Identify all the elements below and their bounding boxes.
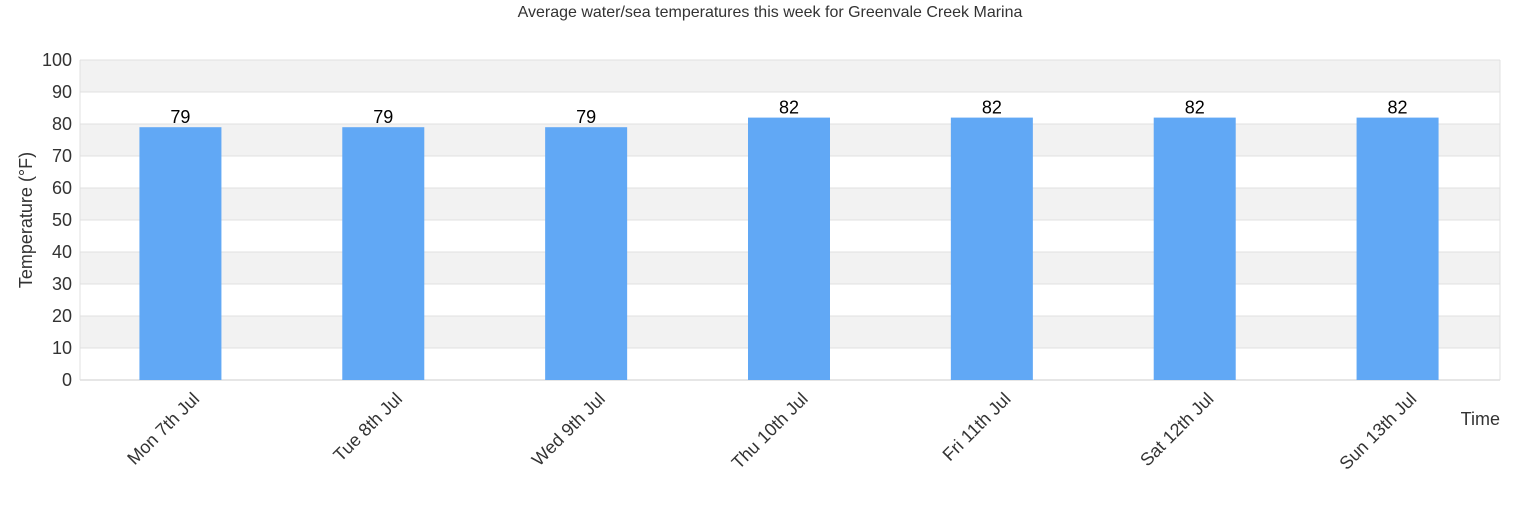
y-tick-label-0: 0 <box>62 370 72 390</box>
data-label-6: 82 <box>1185 98 1205 118</box>
y-tick-label-20: 20 <box>52 306 72 326</box>
bar-3 <box>545 127 628 380</box>
x-tick-label-6: Sat 12th Jul <box>1136 389 1217 470</box>
y-tick-label-60: 60 <box>52 178 72 198</box>
y-tick-label-80: 80 <box>52 114 72 134</box>
data-label-1: 79 <box>170 107 190 127</box>
bar-1 <box>139 127 222 380</box>
bar-4 <box>748 117 830 380</box>
y-tick-label-30: 30 <box>52 274 72 294</box>
y-tick-label-90: 90 <box>52 82 72 102</box>
x-tick-label-2: Tue 8th Jul <box>329 389 406 466</box>
data-label-5: 82 <box>982 98 1002 118</box>
x-tick-label-5: Fri 11th Jul <box>939 389 1015 465</box>
x-tick-label-7: Sun 13th Jul <box>1335 389 1420 474</box>
data-label-2: 79 <box>373 107 393 127</box>
x-tick-label-1: Mon 7th Jul <box>123 389 203 469</box>
chart-title: Average water/sea temperatures this week… <box>518 4 1023 21</box>
x-axis-ticks: Mon 7th Jul Tue 8th Jul Wed 9th Jul Thu 10t… <box>123 389 1420 474</box>
x-axis-label: Time <box>1461 409 1500 429</box>
y-tick-label-10: 10 <box>52 338 72 358</box>
bars <box>139 117 1439 380</box>
x-tick-label-3: Wed 9th Jul <box>528 389 609 470</box>
data-label-3: 79 <box>576 107 596 127</box>
y-tick-label-70: 70 <box>52 146 72 166</box>
y-axis-label: Temperature (°F) <box>16 152 36 288</box>
y-tick-label-100: 100 <box>42 50 72 70</box>
bar-5 <box>950 117 1033 380</box>
data-label-7: 82 <box>1388 98 1408 118</box>
data-label-4: 82 <box>779 98 799 118</box>
bar-6 <box>1153 117 1236 380</box>
data-labels: 79 79 79 82 82 82 82 <box>170 98 1407 128</box>
y-tick-label-40: 40 <box>52 242 72 262</box>
background-band-90-100 <box>80 60 1500 92</box>
y-axis-ticks: 0 10 20 30 40 50 60 70 80 90 100 <box>42 50 72 390</box>
bar-7 <box>1356 117 1439 380</box>
y-tick-label-50: 50 <box>52 210 72 230</box>
bar-2 <box>342 127 425 380</box>
x-tick-label-4: Thu 10th Jul <box>728 389 812 473</box>
